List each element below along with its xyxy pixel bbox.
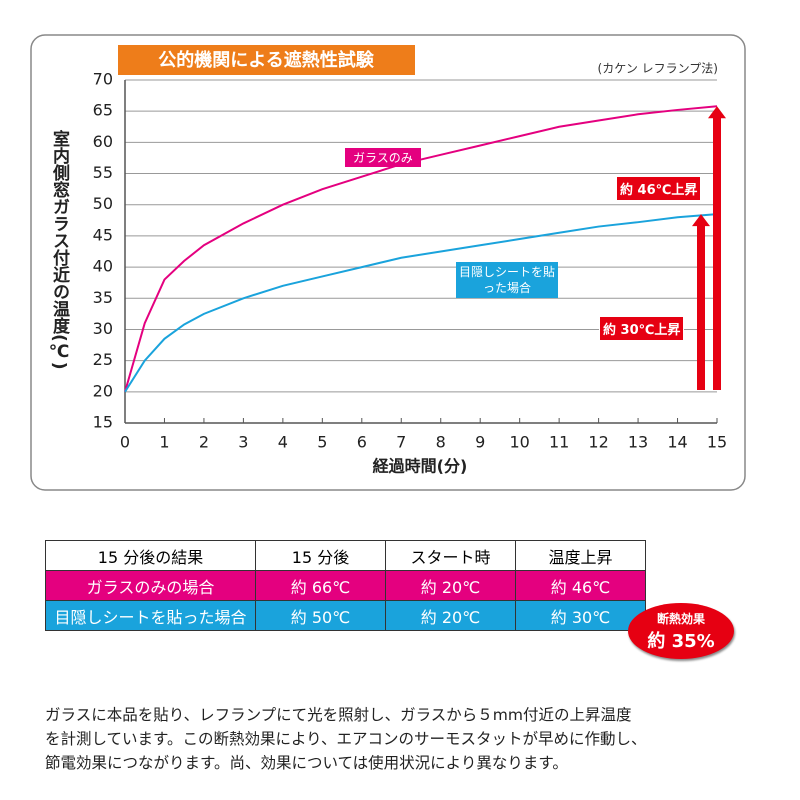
annotation: 約 30℃上昇	[599, 316, 685, 341]
y-tick-label: 40	[93, 257, 113, 276]
x-tick-label: 15	[707, 433, 727, 452]
x-tick-label: 4	[278, 433, 288, 452]
x-tick-label: 11	[549, 433, 569, 452]
x-tick-label: 14	[667, 433, 687, 452]
series-line	[124, 105, 718, 393]
y-tick-label: 65	[93, 101, 113, 120]
x-tick-label: 13	[628, 433, 648, 452]
table-header: 15 分後の結果 15 分後 スタート時 温度上昇	[45, 540, 646, 571]
series-label: 目隠しシートを貼った場合	[456, 262, 558, 298]
y-tick-label: 55	[93, 163, 113, 182]
rise-arrow-head	[708, 106, 726, 119]
badge-title: 断熱効果	[656, 612, 705, 626]
y-tick-label: 25	[93, 350, 113, 369]
x-tick-label: 7	[396, 433, 406, 452]
x-tick-label: 12	[588, 433, 608, 452]
badge-value: 約 35%	[647, 631, 715, 652]
rise-arrow	[713, 116, 721, 391]
y-tick-label: 20	[93, 381, 113, 400]
x-tick-label: 6	[357, 433, 367, 452]
y-axis-label: 室内側窓ガラス付近の温度(℃)	[49, 130, 69, 370]
x-tick-label: 1	[159, 433, 169, 452]
annotation: 約 46℃上昇	[616, 176, 702, 201]
header-cell: 15 分後	[255, 540, 386, 571]
cell: 約 20℃	[385, 570, 516, 601]
cell: 約 50℃	[255, 600, 386, 631]
cell: 目隠しシートを貼った場合	[45, 600, 256, 631]
y-tick-label: 45	[93, 225, 113, 244]
y-tick-label: 70	[93, 70, 113, 89]
note-line: を計測しています。この断熱効果により、エアコンのサーモスタットが早めに作動し、	[45, 730, 647, 748]
y-tick-label: 15	[93, 413, 113, 432]
x-tick-label: 5	[317, 433, 327, 452]
x-tick-label: 0	[120, 433, 130, 452]
chart-frame	[30, 34, 746, 491]
cell: ガラスのみの場合	[45, 570, 256, 601]
x-tick-label: 3	[238, 433, 248, 452]
x-axis-label: 経過時間(分)	[373, 457, 468, 476]
header-cell: 温度上昇	[515, 540, 646, 571]
note-line: 節電効果につながります。尚、効果については使用状況により異なります。	[45, 754, 568, 772]
chart-title: 公的機関による遮熱性試験	[158, 49, 374, 71]
y-tick-label: 60	[93, 132, 113, 151]
cell: 約 30℃	[515, 600, 646, 631]
rise-arrow	[697, 224, 705, 390]
rise-arrow-head	[692, 214, 710, 227]
x-tick-label: 2	[199, 433, 209, 452]
note: ガラスに本品を貼り、レフランプにて光を照射し、ガラスから５mm付近の上昇温度 を…	[45, 703, 647, 775]
result-table: 15 分後の結果 15 分後 スタート時 温度上昇 ガラスのみの場合約 66℃ 約…	[45, 540, 646, 631]
series-label: ガラスのみ	[345, 148, 421, 167]
x-tick-label: 8	[436, 433, 446, 452]
badge: 断熱効果 約 35%	[628, 603, 734, 659]
y-tick-label: 30	[93, 319, 113, 338]
header-cell: スタート時	[385, 540, 516, 571]
series-line	[124, 213, 718, 393]
title-box	[118, 45, 415, 75]
table-row: ガラスのみの場合約 66℃ 約 20℃ 約 46℃	[45, 570, 646, 601]
y-tick-label: 50	[93, 194, 113, 213]
chart-subtitle: (カケン レフランプ法)	[598, 62, 718, 76]
table-row: 目隠しシートを貼った場合約 50℃ 約 20℃ 約 30℃	[45, 600, 646, 631]
cell: 約 66℃	[255, 570, 386, 601]
y-tick-label: 35	[93, 288, 113, 307]
x-tick-label: 10	[509, 433, 529, 452]
cell: 約 46℃	[515, 570, 646, 601]
cell: 約 20℃	[385, 600, 516, 631]
header-cell: 15 分後の結果	[45, 540, 256, 571]
x-tick-label: 9	[475, 433, 485, 452]
note-line: ガラスに本品を貼り、レフランプにて光を照射し、ガラスから５mm付近の上昇温度	[45, 706, 632, 724]
